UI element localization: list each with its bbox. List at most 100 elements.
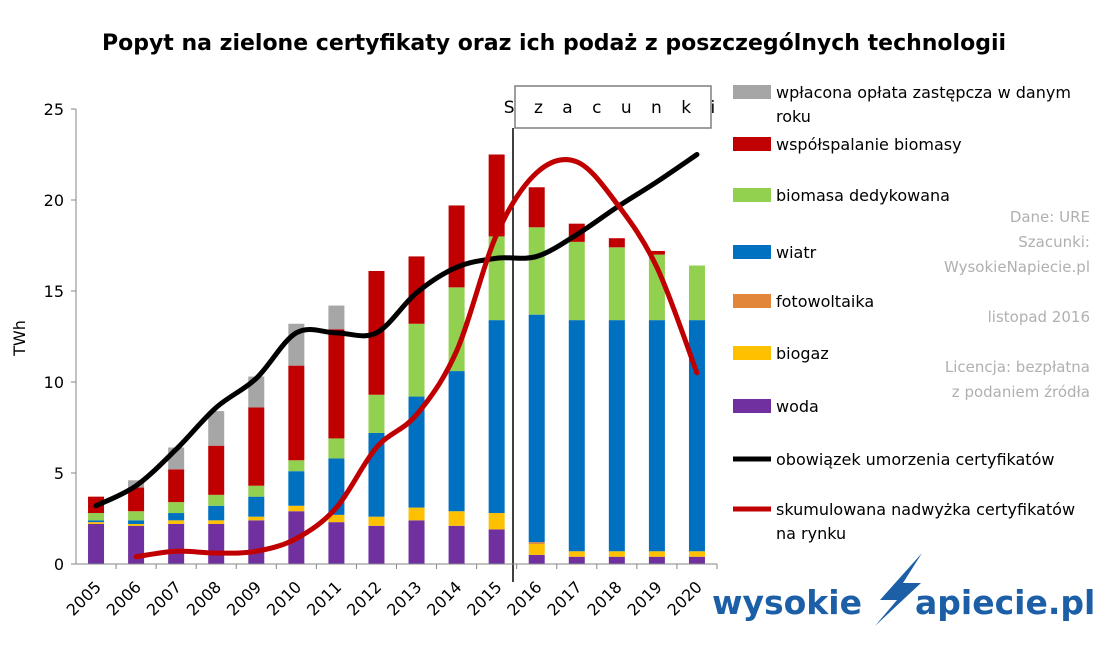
legend-label: wiatr xyxy=(776,243,817,262)
bar-segment-2014 xyxy=(448,525,465,564)
bar-segment-2015 xyxy=(488,154,505,237)
bar-segment-2013 xyxy=(408,323,425,397)
x-tick-label: 2017 xyxy=(543,577,585,619)
bar-segment-2012 xyxy=(368,525,385,564)
bar-segment-2016 xyxy=(528,554,545,564)
bar-segment-2010 xyxy=(288,365,305,461)
bar-segment-2011 xyxy=(328,329,345,439)
bar-segment-2016 xyxy=(528,314,545,543)
estimate-box xyxy=(514,85,712,129)
bar-segment-2008 xyxy=(208,505,225,521)
bar-segment-2007 xyxy=(168,502,185,514)
bar-segment-2012 xyxy=(368,516,385,526)
legend-swatch xyxy=(733,245,771,259)
bar-segment-2016 xyxy=(528,187,545,228)
bar-segment-2009 xyxy=(248,520,265,564)
chart-title: Popyt na zielone certyfikaty oraz ich po… xyxy=(102,31,1006,56)
note-source: Dane: URE xyxy=(1010,208,1090,226)
line-series-1 xyxy=(133,157,700,560)
legend: wpłacona opłata zastępcza w danym roku wsp… xyxy=(733,83,1075,543)
bar-segment-2016 xyxy=(528,543,545,555)
x-tick-label: 2014 xyxy=(423,577,465,619)
bar-segment-2008 xyxy=(208,520,225,524)
estimate-label: S z a c u n k i xyxy=(504,98,722,118)
bar-segment-2011 xyxy=(328,514,345,523)
bar-segment-2019 xyxy=(648,556,665,564)
x-tick-label: 2005 xyxy=(63,577,105,619)
bar-segment-2005 xyxy=(88,523,105,564)
legend-label: wpłacona opłata zastępcza w danym xyxy=(776,83,1071,102)
bar-segment-2009 xyxy=(248,496,265,517)
y-tick-label: 25 xyxy=(44,100,64,119)
bar-segment-2005 xyxy=(88,513,105,521)
legend-label: na rynku xyxy=(776,524,846,543)
legend-label: biomasa dedykowana xyxy=(776,186,950,205)
bar-segment-2017 xyxy=(568,320,585,552)
bar-segment-2018 xyxy=(608,320,625,552)
bar-segment-2008 xyxy=(208,494,225,506)
bar-segment-2013 xyxy=(408,396,425,508)
x-tick-label: 2007 xyxy=(143,577,185,619)
x-tick-label: 2020 xyxy=(664,577,706,619)
bar-segment-2010 xyxy=(288,471,305,506)
legend-label: fotowoltaika xyxy=(776,292,874,311)
logo-part1: wysokie xyxy=(712,583,862,622)
bar-segment-2017 xyxy=(568,241,585,321)
bar-segment-2019 xyxy=(648,551,665,557)
x-tick-label: 2008 xyxy=(183,577,225,619)
x-tick-label: 2009 xyxy=(223,577,265,619)
legend-swatch xyxy=(733,294,771,308)
note-license-2: z podaniem źródła xyxy=(952,383,1090,401)
bar-segment-2018 xyxy=(608,551,625,557)
note-license-1: Licencja: bezpłatna xyxy=(945,358,1090,376)
bar-segment-2011 xyxy=(328,522,345,564)
legend-swatch xyxy=(733,399,771,413)
logo-part2: apiecie.pl xyxy=(915,583,1095,622)
legend-label: skumulowana nadwyżka certyfikatów xyxy=(776,500,1075,519)
bar-segment-2009 xyxy=(248,516,265,521)
bar-segment-2011 xyxy=(328,438,345,459)
y-axis-label: TWh xyxy=(10,320,29,357)
y-tick-label: 0 xyxy=(54,555,64,574)
y-tick-label: 15 xyxy=(44,282,64,301)
bar-segment-2006 xyxy=(128,523,145,526)
legend-swatch xyxy=(733,85,771,99)
bar-segment-2006 xyxy=(128,487,145,512)
bar-segment-2014 xyxy=(448,287,465,372)
bar-segment-2005 xyxy=(88,522,105,524)
bar-segment-2019 xyxy=(648,320,665,552)
bar-segment-2010 xyxy=(288,505,305,512)
legend-swatch xyxy=(733,346,771,360)
note-estimates-1: Szacunki: xyxy=(1018,233,1090,251)
bar-segment-2010 xyxy=(288,460,305,472)
bar-segment-2014 xyxy=(448,371,465,512)
y-tick-label: 20 xyxy=(44,191,64,210)
bar-segment-2006 xyxy=(128,511,145,521)
x-tick-label: 2006 xyxy=(103,577,145,619)
legend-label: woda xyxy=(776,397,819,416)
bar-segment-2008 xyxy=(208,523,225,564)
bar-segment-2017 xyxy=(568,551,585,557)
logo: wysokie apiecie.pl xyxy=(712,553,1095,626)
source-notes: Dane: URE Szacunki: WysokieNapiecie.pl l… xyxy=(944,208,1090,401)
bar-segment-2020 xyxy=(688,265,705,321)
bar-segment-2008 xyxy=(208,445,225,495)
line-series xyxy=(93,152,700,560)
legend-label: roku xyxy=(776,107,811,126)
note-estimates-2: WysokieNapiecie.pl xyxy=(944,258,1090,276)
bar-segment-2005 xyxy=(88,520,105,523)
stacked-bars xyxy=(88,154,705,564)
bar-segment-2012 xyxy=(368,394,385,433)
lightning-bolt-icon xyxy=(875,553,922,626)
bar-segment-2020 xyxy=(688,551,705,557)
bar-segment-2018 xyxy=(608,247,625,321)
bar-segment-2016 xyxy=(528,542,545,544)
bar-segment-2013 xyxy=(408,507,425,521)
bar-segment-2013 xyxy=(408,520,425,564)
x-tick-label: 2016 xyxy=(503,577,545,619)
bar-segment-2007 xyxy=(168,469,185,503)
bar-segment-2020 xyxy=(688,556,705,564)
bar-segment-2007 xyxy=(168,520,185,524)
x-tick-label: 2011 xyxy=(303,577,345,619)
